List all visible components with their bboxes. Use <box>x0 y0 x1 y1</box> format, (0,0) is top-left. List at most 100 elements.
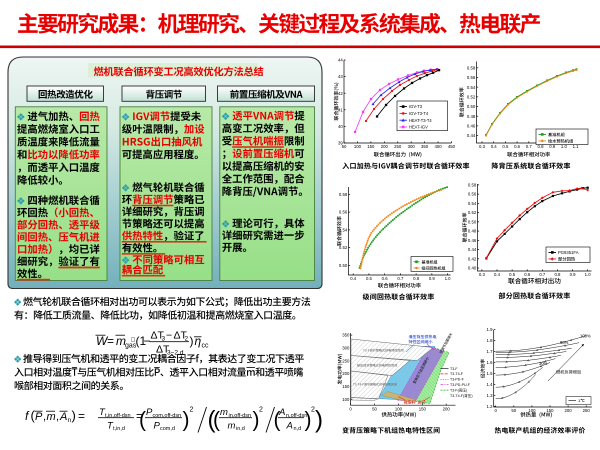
svg-text:80%: 80% <box>560 340 569 345</box>
svg-text:0.54: 0.54 <box>468 201 477 206</box>
svg-text:T3-PD-PU-F: T3-PD-PU-F <box>450 383 471 387</box>
svg-text:250: 250 <box>583 408 591 413</box>
svg-text:T: T <box>107 420 114 431</box>
svg-text:200: 200 <box>381 144 389 149</box>
svg-text:0.58: 0.58 <box>468 183 477 188</box>
svg-text:0.52: 0.52 <box>468 210 477 215</box>
svg-text:200: 200 <box>443 406 451 411</box>
svg-text:(: ( <box>139 409 146 432</box>
svg-text:30%: 30% <box>539 361 548 366</box>
svg-text:0.46: 0.46 <box>467 123 476 128</box>
svg-text:): ) <box>72 408 76 423</box>
svg-text:450: 450 <box>448 144 456 149</box>
svg-text:150: 150 <box>367 144 375 149</box>
svg-text:(: ( <box>208 407 216 434</box>
svg-text:50: 50 <box>511 408 516 413</box>
svg-text:T3-F: T3-F <box>450 367 458 371</box>
svg-text:0.44: 0.44 <box>467 133 476 138</box>
svg-text:39: 39 <box>338 141 343 146</box>
svg-text:ΔT: ΔT <box>174 330 188 342</box>
svg-text:): ) <box>253 409 260 432</box>
svg-text:0.3: 0.3 <box>479 272 486 277</box>
svg-text:0: 0 <box>495 408 498 413</box>
svg-text:,: , <box>56 411 59 423</box>
svg-text:2: 2 <box>311 407 315 414</box>
svg-text:W: W <box>96 334 109 348</box>
svg-text:0.44: 0.44 <box>468 247 477 252</box>
svg-text:200: 200 <box>565 408 573 413</box>
svg-text:0: 0 <box>349 406 352 411</box>
svg-text:0.4: 0.4 <box>491 144 498 149</box>
svg-text:150: 150 <box>342 384 350 389</box>
svg-text:0.6: 0.6 <box>514 144 521 149</box>
svg-text:100: 100 <box>342 397 350 402</box>
svg-text:=: = <box>78 409 85 423</box>
svg-text:0.52: 0.52 <box>339 245 348 250</box>
svg-text:0.7: 0.7 <box>539 272 546 277</box>
svg-text:A: A <box>278 407 285 418</box>
svg-text:n: n <box>68 417 72 424</box>
svg-text:f: f <box>25 409 30 423</box>
svg-text:1℃: 1℃ <box>578 398 585 403</box>
svg-text:m: m <box>220 407 228 418</box>
svg-text:1.9: 1.9 <box>487 327 494 332</box>
svg-text:2: 2 <box>190 407 194 414</box>
svg-text:T3-T4-F: T3-T4-F <box>450 372 464 376</box>
svg-text:0.9: 0.9 <box>549 144 556 149</box>
svg-text:=: = <box>107 334 114 348</box>
svg-text:=: = <box>136 409 143 423</box>
svg-text:0.56: 0.56 <box>468 192 477 197</box>
svg-text:cc: cc <box>202 343 210 350</box>
svg-text:n,d: n,d <box>294 426 302 432</box>
svg-text:150: 150 <box>419 406 427 411</box>
svg-text:1.3: 1.3 <box>487 393 494 398</box>
svg-text:43: 43 <box>338 74 343 79</box>
svg-text:200: 200 <box>342 371 350 376</box>
svg-text:42: 42 <box>338 91 343 96</box>
svg-text:0.6: 0.6 <box>524 272 531 277</box>
svg-text:300: 300 <box>408 144 416 149</box>
svg-text:3−2,d: 3−2,d <box>167 350 184 357</box>
svg-text:0.50: 0.50 <box>467 104 476 109</box>
svg-text:0.56: 0.56 <box>339 210 348 215</box>
svg-text:0.42: 0.42 <box>468 256 477 261</box>
svg-text:100: 100 <box>395 406 403 411</box>
svg-text:250: 250 <box>342 358 350 363</box>
svg-text:250: 250 <box>394 144 402 149</box>
svg-text:100: 100 <box>354 144 362 149</box>
svg-text:1.6: 1.6 <box>487 360 494 365</box>
svg-text:0.54: 0.54 <box>339 227 348 232</box>
svg-text:m: m <box>116 334 126 348</box>
svg-text:t,in,off-dsn: t,in,off-dsn <box>105 413 131 419</box>
svg-text:P: P <box>146 407 153 418</box>
svg-text:1.2: 1.2 <box>487 404 494 409</box>
svg-text:P: P <box>154 420 161 431</box>
svg-text:100%: 100% <box>580 334 591 339</box>
svg-text:T: T <box>99 407 106 418</box>
svg-text:): ) <box>315 407 323 434</box>
svg-text:0.3: 0.3 <box>479 144 486 149</box>
svg-text:1.8: 1.8 <box>487 338 494 343</box>
svg-text:(1: (1 <box>136 334 147 348</box>
svg-text:A: A <box>59 411 67 423</box>
svg-text:0.50: 0.50 <box>468 219 477 224</box>
svg-text:44: 44 <box>338 58 343 63</box>
svg-text:0.8: 0.8 <box>413 276 420 281</box>
svg-text:A: A <box>286 420 293 431</box>
svg-text:1.5: 1.5 <box>487 371 494 376</box>
svg-text:0.54: 0.54 <box>467 85 476 90</box>
svg-text:300: 300 <box>342 346 350 351</box>
svg-text:0.56: 0.56 <box>467 75 476 80</box>
svg-text:0.8: 0.8 <box>538 144 545 149</box>
svg-text:com,d: com,d <box>160 426 175 432</box>
svg-text:): ) <box>190 334 194 348</box>
svg-text:1.0: 1.0 <box>445 276 452 281</box>
svg-text:0.5: 0.5 <box>366 276 373 281</box>
svg-text:0.7: 0.7 <box>526 144 533 149</box>
svg-text:(: ( <box>213 409 220 432</box>
svg-text:gas: gas <box>125 343 137 350</box>
svg-text:PG9351FA: PG9351FA <box>558 250 579 255</box>
svg-text:0.5: 0.5 <box>502 144 509 149</box>
svg-text:100: 100 <box>528 408 536 413</box>
svg-text:): ) <box>305 409 312 432</box>
